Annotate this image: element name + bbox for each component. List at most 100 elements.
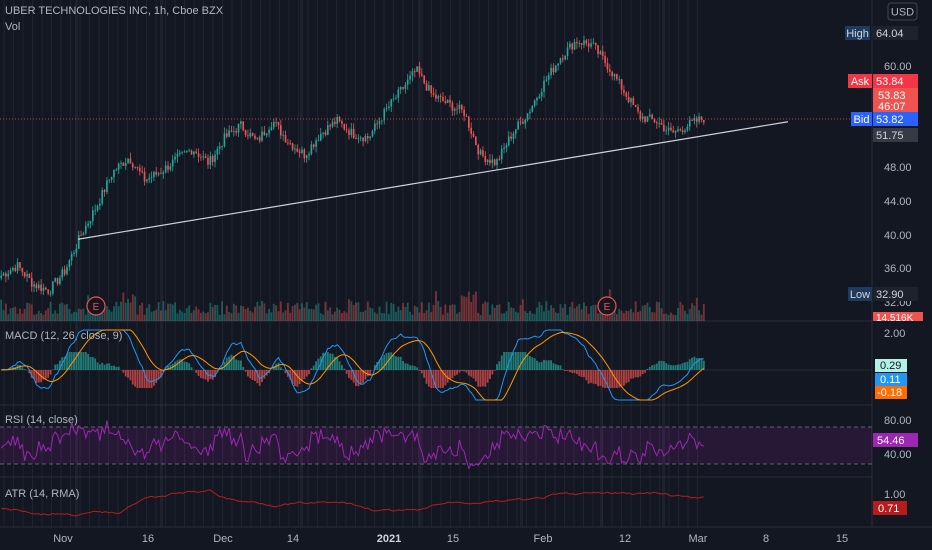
candle-body: [334, 121, 336, 124]
volume-bar: [176, 313, 179, 321]
volume-bar: [23, 308, 26, 321]
ask-label-text: Ask: [851, 76, 870, 88]
atr-title: ATR (14, RMA): [5, 488, 79, 500]
volume-bar: [465, 297, 468, 321]
candle-body: [700, 116, 703, 120]
volume-bar: [672, 314, 675, 321]
volume-value-text: 14.516K: [876, 313, 914, 324]
candle-body: [19, 262, 21, 268]
currency-button[interactable]: USD: [887, 2, 918, 21]
candle-body: [594, 42, 597, 46]
volume-bar: [171, 304, 174, 321]
trendline[interactable]: [77, 121, 789, 240]
volume-bar: [512, 307, 515, 321]
time-axis-tick: 12: [619, 533, 631, 545]
candle-body: [402, 87, 404, 89]
candle-body: [115, 169, 118, 171]
candle-body: [545, 79, 548, 81]
candle-body: [383, 108, 386, 121]
volume-bar: [350, 301, 353, 321]
volume-bar: [209, 302, 212, 321]
volume-bar: [679, 301, 682, 321]
price-axis-tick: 36.00: [884, 263, 912, 275]
candle-body: [9, 270, 12, 274]
volume-bar: [2, 310, 5, 321]
earnings-marker-2[interactable]: E: [597, 296, 617, 316]
macd-value-label: 0.11: [875, 373, 907, 386]
volume-bar: [451, 304, 454, 321]
candle-body: [122, 162, 125, 166]
volume-bar: [493, 307, 496, 321]
candle-body: [23, 272, 26, 277]
candle-body: [331, 121, 334, 127]
volume-bar: [439, 306, 442, 321]
earnings-marker-1[interactable]: E: [86, 296, 106, 316]
volume-bar: [185, 308, 188, 321]
candle-body: [425, 83, 428, 91]
volume-bar: [33, 314, 36, 321]
candle-body: [16, 262, 19, 271]
candle-body: [693, 118, 696, 121]
volume-bar: [49, 301, 52, 321]
volume-bar: [430, 312, 433, 321]
volume-bar: [61, 302, 64, 321]
candle-body: [564, 55, 566, 60]
volume-bar: [263, 303, 266, 321]
volume-bar: [124, 302, 127, 321]
candle-body: [423, 75, 425, 84]
volume-bar: [261, 300, 263, 321]
candle-body: [609, 69, 611, 72]
macd-hist-value-label: 0.29: [875, 359, 907, 372]
volume-bar: [301, 303, 303, 321]
candle-body: [188, 150, 190, 152]
candle-body: [656, 122, 658, 124]
candle-body: [477, 145, 480, 155]
candle-body: [12, 268, 14, 271]
candle-body: [80, 235, 82, 236]
candle-body: [214, 154, 216, 162]
volume-bar: [423, 312, 426, 321]
volume-bar: [84, 314, 87, 321]
volume-bar: [355, 302, 357, 321]
volume-bar: [442, 314, 444, 321]
volume-bar: [329, 307, 332, 321]
time-axis-tick: 2021: [377, 533, 401, 545]
volume-bar: [472, 294, 475, 321]
volume-bar: [434, 291, 437, 321]
candle-body: [33, 284, 35, 287]
volume-bar: [312, 309, 315, 321]
candle-body: [611, 71, 613, 77]
candle-body: [618, 79, 621, 80]
time-axis[interactable]: Nov 16 Dec 14 2021 15 Feb 12 Mar 8 15: [53, 533, 848, 545]
volume-bar: [293, 304, 296, 321]
volume-bar: [399, 310, 402, 321]
volume-bar: [648, 307, 651, 321]
candle-body: [101, 190, 104, 204]
candle-body: [435, 94, 437, 99]
volume-bar: [308, 309, 310, 321]
currency-label: USD: [891, 7, 914, 19]
time-axis-tick: 8: [763, 533, 769, 545]
volume-bar: [395, 311, 397, 321]
candle-body: [277, 122, 280, 126]
volume-bar: [345, 312, 348, 321]
candle-body: [498, 159, 501, 161]
candle-body: [456, 108, 458, 110]
candle-body: [522, 121, 524, 124]
volume-bar: [131, 294, 134, 321]
candle-body: [479, 150, 482, 155]
candle-body: [270, 127, 273, 130]
volume-bar: [122, 292, 125, 321]
volume-bar: [491, 304, 494, 321]
candle-body: [449, 99, 451, 103]
ask-price-label: Ask 53.84: [848, 74, 918, 88]
volume-bar: [481, 303, 484, 321]
volume-bar: [622, 313, 625, 321]
volume-bar: [254, 306, 256, 321]
candle-body: [381, 120, 383, 122]
volume-bar: [681, 304, 684, 321]
volume-bar: [319, 313, 322, 321]
volume-bar: [289, 312, 292, 321]
candle-body: [197, 153, 200, 157]
